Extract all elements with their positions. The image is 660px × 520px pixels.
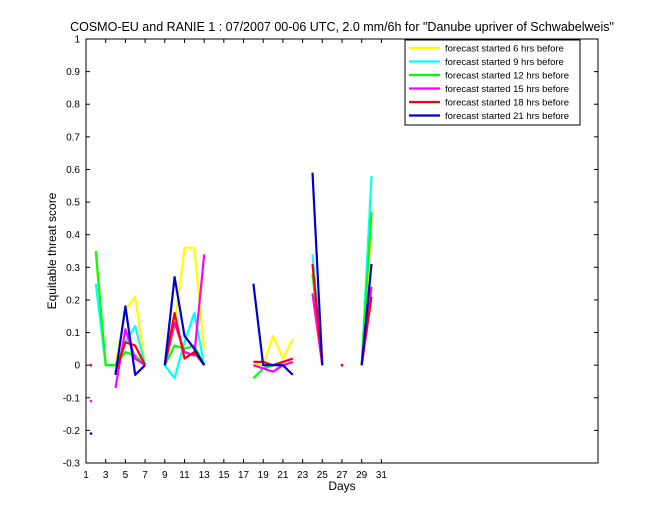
- x-axis-label: Days: [328, 479, 355, 493]
- y-tick-label: 0: [74, 361, 80, 372]
- legend-label: forecast started 18 hrs before: [445, 98, 569, 109]
- series-line: [163, 276, 206, 366]
- y-axis-label: Equitable threat score: [45, 192, 59, 309]
- x-tick-label: 1: [83, 470, 89, 481]
- series-line: [163, 254, 206, 366]
- legend-label: forecast started 21 hrs before: [445, 111, 569, 122]
- x-tick-label: 5: [123, 470, 129, 481]
- legend: forecast started 6 hrs before forecast st…: [404, 39, 581, 126]
- x-tick-label: 9: [162, 470, 168, 481]
- x-tick-label: 19: [258, 470, 270, 481]
- legend-item: forecast started 18 hrs before: [409, 98, 569, 109]
- legend-item: forecast started 21 hrs before: [409, 111, 569, 122]
- legend-item: forecast started 15 hrs before: [409, 84, 569, 95]
- series-line: [360, 263, 373, 366]
- y-tick-label: 0.5: [66, 198, 80, 209]
- legend-item: forecast started 9 hrs before: [409, 57, 564, 68]
- series-point: [89, 432, 93, 435]
- series-5: [89, 172, 373, 435]
- y-tick-label: -0.1: [63, 393, 81, 404]
- series-point: [340, 363, 344, 367]
- series-line: [311, 172, 324, 366]
- x-tick-label: 17: [238, 470, 250, 481]
- series-line: [163, 311, 206, 366]
- x-tick-label: 23: [297, 470, 309, 481]
- x-tick-label: 29: [356, 470, 368, 481]
- x-tick-label: 3: [103, 470, 109, 481]
- y-tick-label: 0.6: [66, 165, 80, 176]
- legend-label: forecast started 12 hrs before: [445, 71, 569, 82]
- legend-label: forecast started 15 hrs before: [445, 84, 569, 95]
- x-tick-label: 13: [199, 470, 211, 481]
- x-tick-label: 21: [277, 470, 289, 481]
- series-layer: [89, 172, 373, 435]
- x-tick-label: 31: [376, 470, 388, 481]
- x-tick-label: 25: [317, 470, 329, 481]
- axis-ticks: 1 3 5 7 9 11 13 15 17 19 21 23 25 27 29 31-0.3-0.2-0.10…: [63, 35, 598, 481]
- y-tick-label: 1: [74, 35, 80, 46]
- y-tick-label: 0.2: [66, 295, 80, 306]
- x-tick-label: 27: [336, 470, 348, 481]
- x-tick-label: 7: [142, 470, 148, 481]
- y-tick-label: -0.2: [63, 426, 81, 437]
- legend-label: forecast started 9 hrs before: [445, 57, 564, 68]
- y-tick-label: 0.4: [66, 230, 80, 241]
- y-tick-label: 0.3: [66, 263, 80, 274]
- series-line: [252, 283, 294, 376]
- series-line: [253, 334, 294, 367]
- y-tick-label: 0.1: [66, 328, 80, 339]
- x-tick-label: 15: [218, 470, 230, 481]
- y-tick-label: 0.7: [66, 132, 80, 143]
- legend-item: forecast started 6 hrs before: [409, 44, 564, 55]
- series-line: [253, 360, 294, 373]
- y-tick-label: 0.8: [66, 100, 80, 111]
- x-tick-label: 11: [179, 470, 190, 481]
- series-point: [89, 399, 93, 403]
- legend-box: [404, 39, 581, 126]
- y-tick-label: 0.9: [66, 67, 80, 78]
- legend-label: forecast started 6 hrs before: [445, 44, 564, 55]
- series-point: [89, 363, 93, 367]
- series-line: [114, 305, 146, 376]
- y-tick-label: -0.3: [63, 459, 81, 470]
- legend-item: forecast started 12 hrs before: [409, 71, 569, 82]
- chart-title: COSMO-EU and RANIE 1 : 07/2007 00-06 UTC…: [70, 20, 614, 34]
